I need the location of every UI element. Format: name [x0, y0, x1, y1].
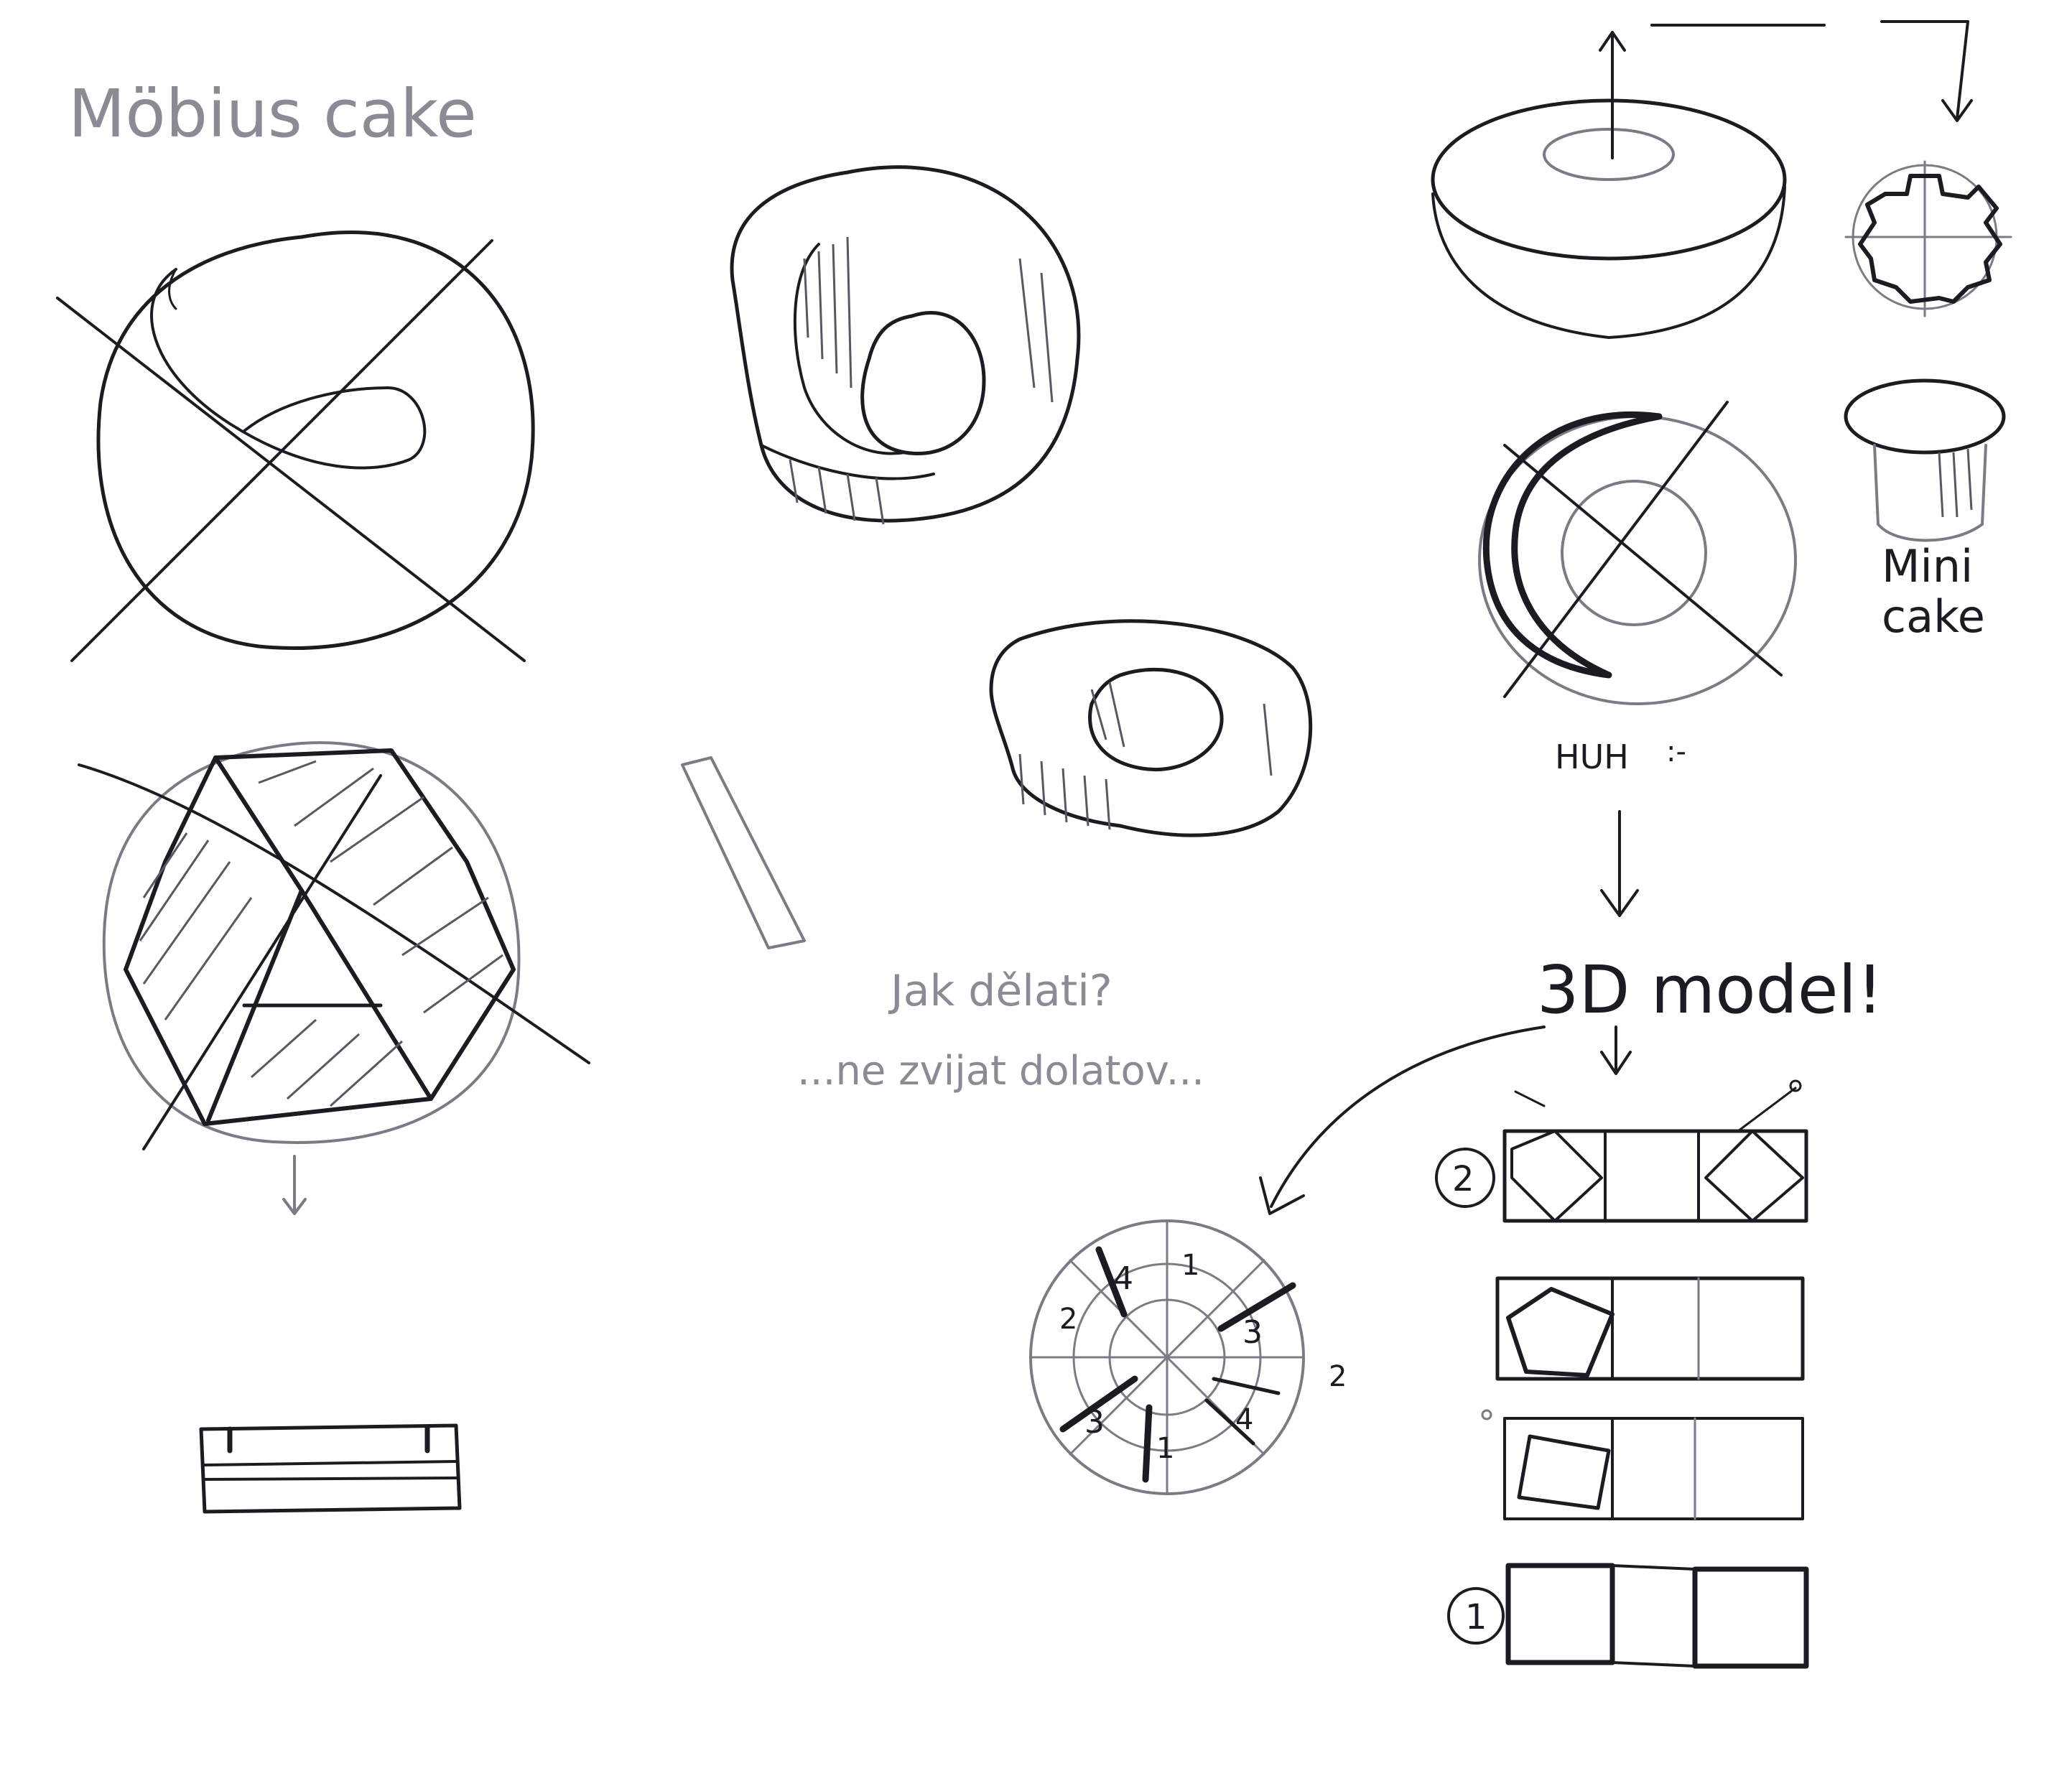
- sketch-mini-cake: Mini cake: [1844, 378, 2006, 643]
- sketch-segment-ring: 4 1 2 3 3 1 4 2: [1029, 1219, 1347, 1495]
- question-annotation: Jak dělati? ...ne zvijat dolatov...: [797, 966, 1204, 1094]
- step-label-1: 1: [1465, 1597, 1487, 1637]
- step-label-2: 2: [1452, 1159, 1474, 1199]
- torus-small-hatching: [1018, 682, 1273, 830]
- model-label: 3D model!: [1537, 952, 1883, 1028]
- sketch-torus-small: [989, 619, 1313, 837]
- sketch-crossed-loop: [56, 231, 535, 662]
- sketch-cake-disc: [1431, 20, 1973, 339]
- mini-cake-line-2: cake: [1882, 590, 1985, 643]
- segment-number-2-outer: 2: [1329, 1360, 1347, 1393]
- question-line-1: Jak dělati?: [888, 966, 1112, 1016]
- question-line-2: ...ne zvijat dolatov...: [797, 1048, 1204, 1094]
- sketch-step-strips: 2 1: [1435, 1079, 1809, 1669]
- mini-cake-line-1: Mini: [1882, 540, 1973, 592]
- arrow-to-model: [1600, 810, 1639, 917]
- hexagon-hatching: [139, 760, 503, 1107]
- sketch-crossed-ring: HUH :-: [1478, 401, 1797, 776]
- huh-label: HUH: [1555, 738, 1629, 776]
- model-annotation: 3D model!: [1537, 952, 1883, 1028]
- torus-large-hatching: [789, 236, 1054, 525]
- sketch-strip-side: [199, 1423, 462, 1514]
- sketch-gear: [1844, 160, 2012, 317]
- segment-number-4: 4: [1113, 1260, 1133, 1297]
- huh-emoticon: :-: [1666, 735, 1686, 768]
- title-text: Möbius cake: [68, 75, 477, 152]
- arrow-curved: [1259, 1026, 1632, 1215]
- segment-number-3-bottom: 3: [1084, 1404, 1105, 1441]
- segment-number-2-left: 2: [1059, 1303, 1077, 1336]
- strip-step-rotate-a: [1495, 1276, 1805, 1381]
- sketch-faint-bar: [681, 756, 806, 949]
- segment-number-3-right: 3: [1242, 1314, 1263, 1351]
- sketch-hexagon-cut: [78, 741, 590, 1215]
- segment-number-4-bottom: 4: [1235, 1403, 1253, 1436]
- segment-number-1-bottom: 1: [1156, 1432, 1174, 1465]
- sketch-torus-large: [730, 165, 1081, 525]
- strip-step-2: 2: [1435, 1079, 1808, 1223]
- strip-step-1: 1: [1447, 1563, 1809, 1669]
- segment-number-1-top: 1: [1181, 1249, 1199, 1282]
- title-annotation: Möbius cake: [68, 75, 477, 152]
- mini-cake-hatching: [1938, 448, 1973, 518]
- strip-step-rotate-b: [1481, 1409, 1804, 1520]
